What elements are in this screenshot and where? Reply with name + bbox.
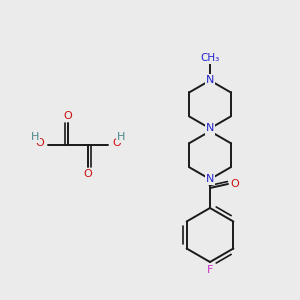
Text: CH₃: CH₃ [200,53,220,63]
Text: F: F [207,265,213,275]
Text: H: H [117,132,125,142]
Text: O: O [112,138,121,148]
Text: H: H [31,132,39,142]
Text: O: O [84,169,92,179]
Text: O: O [231,179,239,189]
Text: N: N [206,174,214,184]
Text: N: N [206,173,214,183]
Text: N: N [206,75,214,85]
Text: O: O [64,111,72,121]
Text: O: O [35,138,44,148]
Text: N: N [206,123,214,134]
